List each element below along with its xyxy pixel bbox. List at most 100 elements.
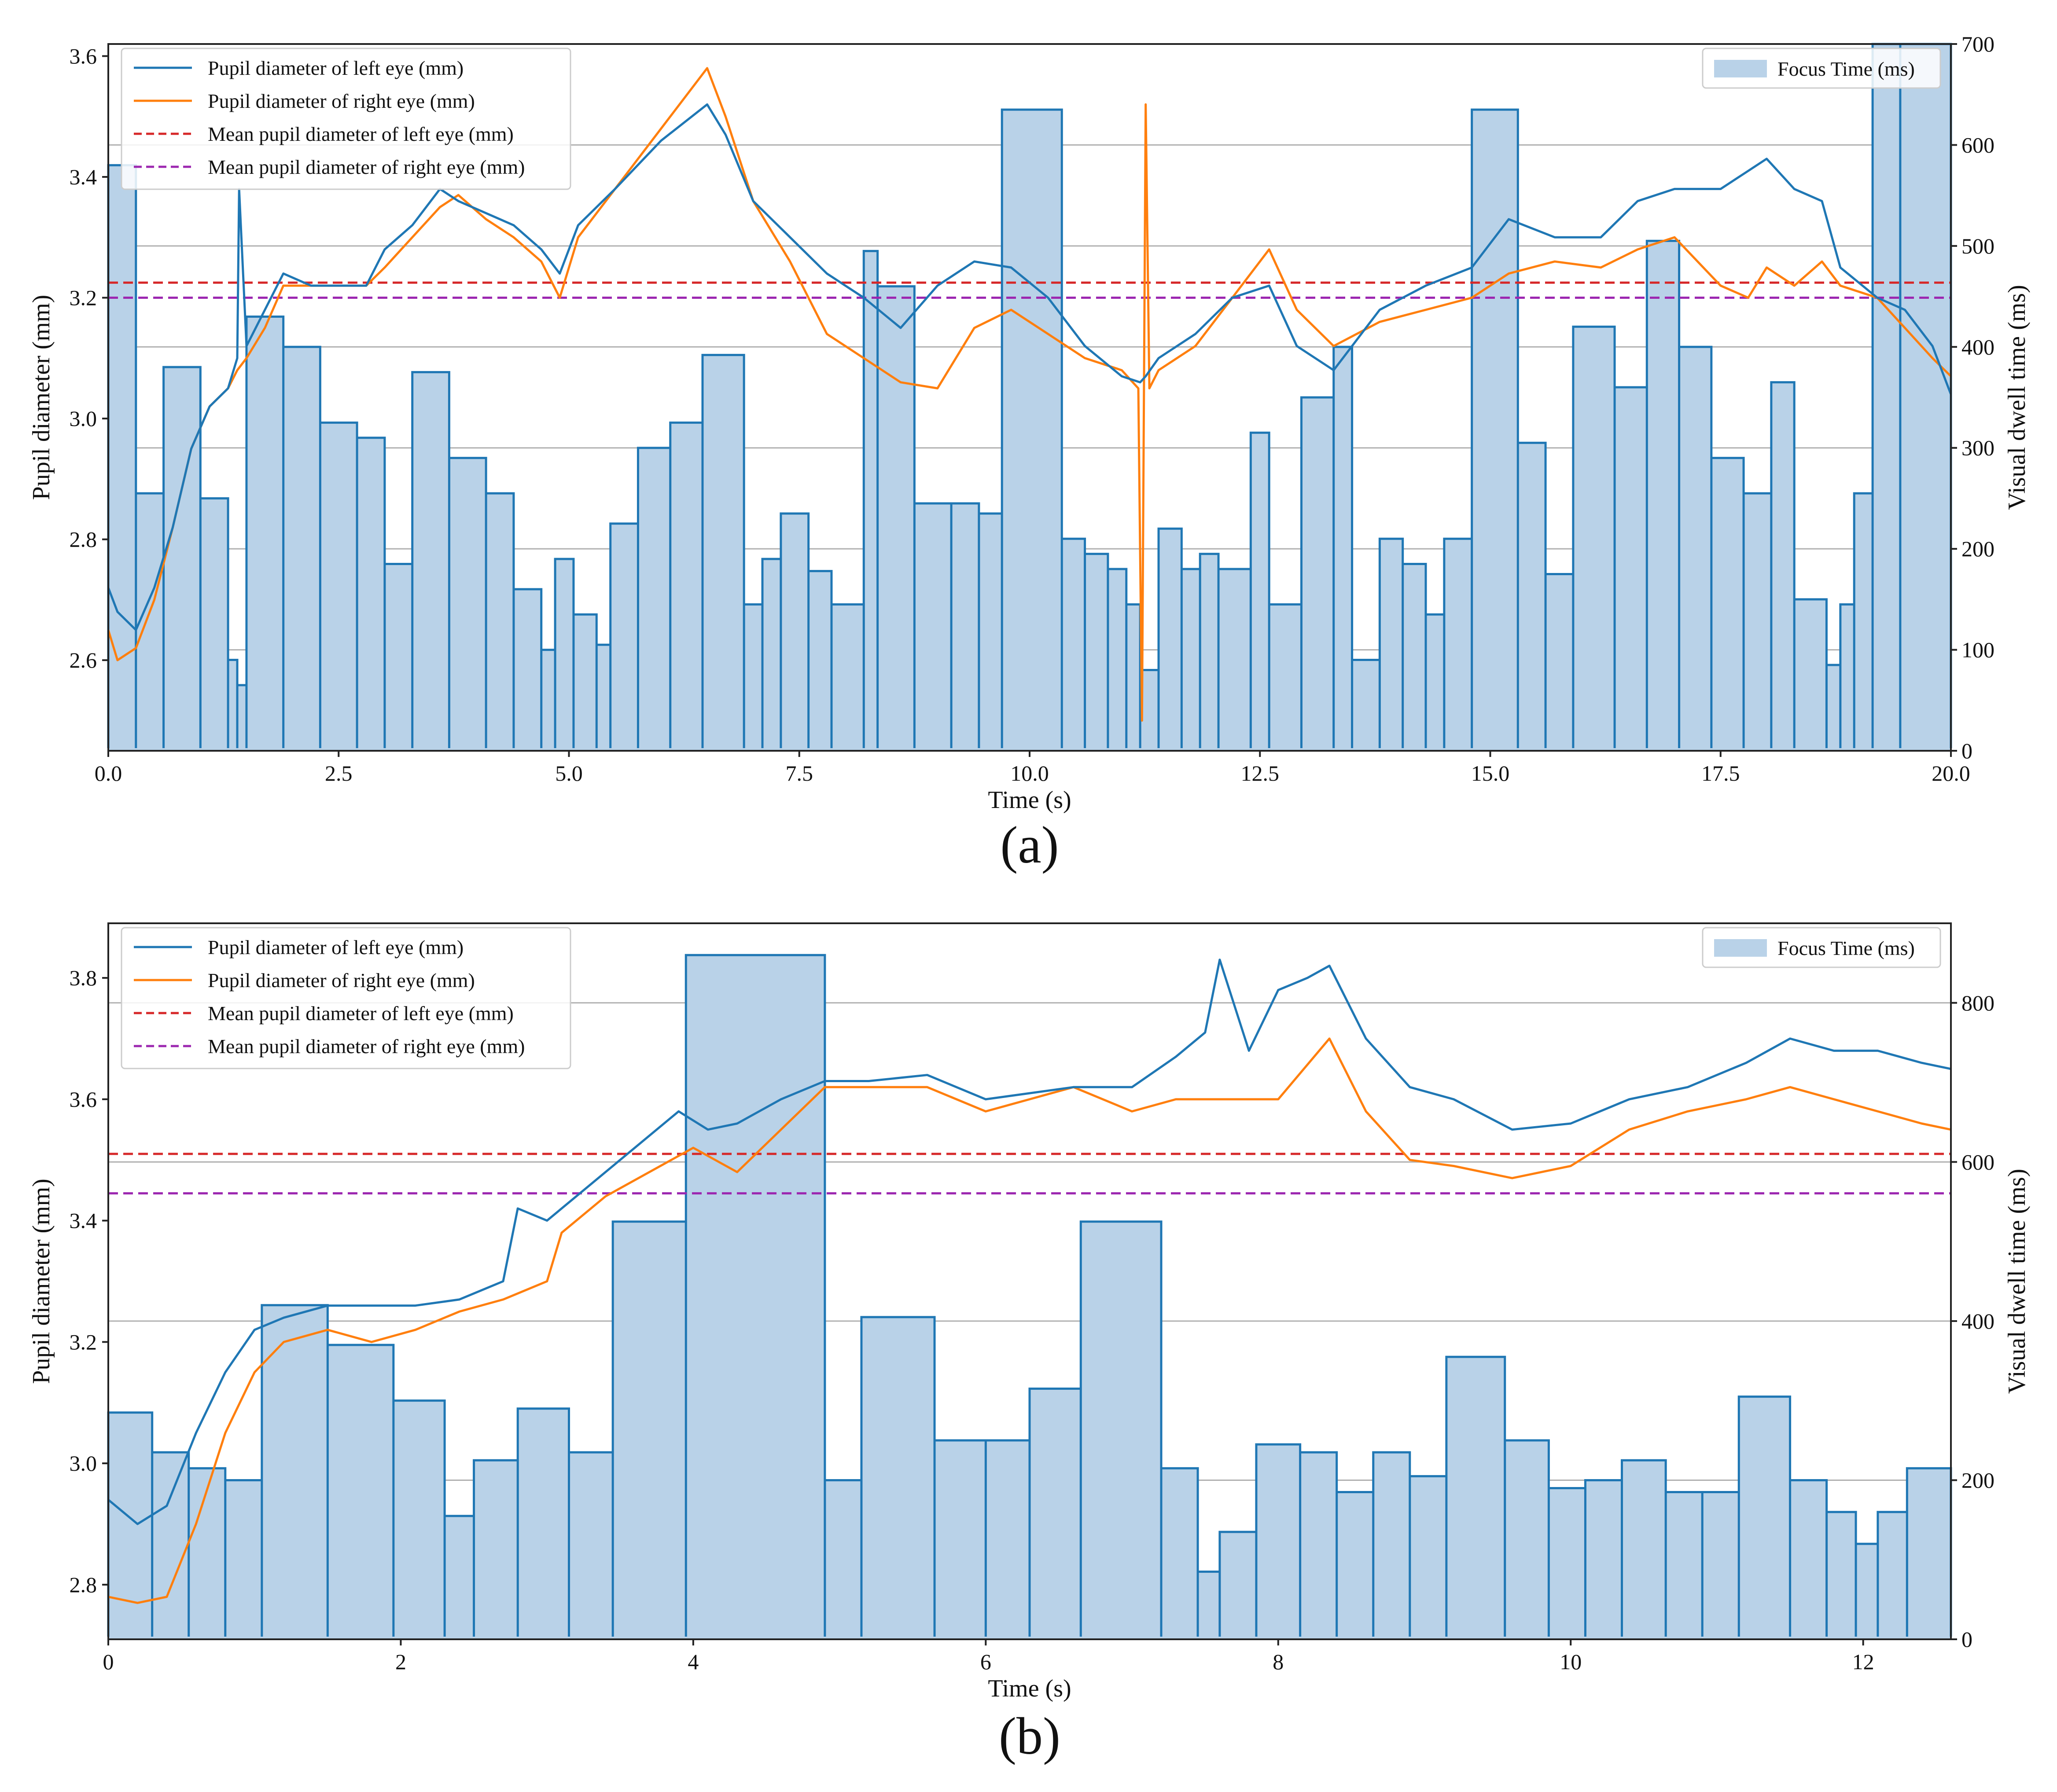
focus-bar	[200, 498, 228, 751]
focus-bar	[1744, 493, 1771, 751]
y-right-tick-label: 200	[1961, 536, 1994, 561]
focus-bar	[1333, 347, 1352, 751]
focus-bar	[449, 458, 486, 751]
legend-entry: Pupil diameter of left eye (mm)	[208, 936, 464, 958]
panel-label: (a)	[1000, 815, 1059, 874]
x-tick-label: 10.0	[1010, 761, 1049, 786]
focus-bar	[486, 493, 514, 751]
focus-bar	[1181, 569, 1200, 751]
legend-entry: Pupil diameter of right eye (mm)	[208, 90, 475, 112]
focus-bar	[384, 564, 412, 751]
y-right-tick-label: 600	[1961, 1149, 1994, 1174]
focus-bar	[163, 367, 201, 751]
x-tick-label: 2.5	[325, 761, 353, 786]
focus-bar	[1251, 433, 1270, 751]
left-eye-line	[107, 103, 1952, 631]
focus-bar	[1085, 554, 1108, 751]
focus-bar	[1622, 1460, 1666, 1639]
focus-bar	[474, 1460, 518, 1639]
focus-bar	[1826, 1512, 1856, 1639]
focus-bar	[1444, 539, 1472, 751]
x-tick-label: 10	[1560, 1649, 1582, 1674]
focus-bar	[228, 660, 238, 751]
focus-bar	[569, 1452, 613, 1639]
y-right-tick-label: 700	[1961, 32, 1994, 56]
focus-legend-label: Focus Time (ms)	[1777, 58, 1915, 80]
x-tick-label: 6	[980, 1649, 991, 1674]
y-right-tick-label: 200	[1961, 1468, 1994, 1492]
y-right-tick-label: 600	[1961, 132, 1994, 157]
focus-bar	[1219, 1531, 1256, 1639]
y-left-axis-label: Pupil diameter (mm)	[28, 1179, 55, 1384]
focus-bar	[613, 1221, 686, 1639]
focus-bar	[610, 523, 638, 751]
focus-bar	[1840, 604, 1855, 751]
legend-entry: Mean pupil diameter of right eye (mm)	[208, 156, 525, 178]
focus-bar	[1505, 1440, 1549, 1639]
focus-bar	[1854, 493, 1873, 751]
x-tick-label: 12.5	[1241, 761, 1280, 786]
focus-bar	[1877, 1512, 1907, 1639]
focus-bar-outline	[107, 954, 1952, 1637]
focus-bar	[320, 422, 357, 751]
y-right-axis-label: Visual dwell time (ms)	[2003, 1169, 2031, 1394]
focus-bar	[1081, 1221, 1161, 1639]
focus-bar	[780, 513, 809, 751]
right-eye-line	[108, 1037, 1951, 1604]
focus-bar	[864, 251, 878, 751]
focus-bar	[1739, 1396, 1790, 1639]
y-left-tick-label: 2.8	[70, 1572, 97, 1597]
focus-bar	[1198, 1572, 1220, 1639]
focus-bar	[412, 372, 449, 751]
focus-bar	[1907, 1468, 1951, 1639]
y-right-tick-label: 100	[1961, 638, 1994, 662]
focus-bar	[393, 1400, 445, 1639]
legend-box	[121, 48, 571, 190]
focus-bar	[686, 955, 825, 1639]
focus-bar	[1585, 1480, 1622, 1639]
focus-bar	[328, 1345, 394, 1639]
legend-entry: Mean pupil diameter of left eye (mm)	[208, 1002, 514, 1025]
x-tick-label: 12	[1852, 1649, 1874, 1674]
y-left-tick-label: 3.0	[70, 406, 97, 431]
panel-a: 0.0 2.5 5.0 7.5 10.0 12.5 15.0 17.5 20.0 2.6 2.8 3.…	[28, 32, 2031, 874]
focus-bar	[1549, 1488, 1586, 1639]
focus-bar	[744, 604, 763, 751]
focus-bar	[1269, 604, 1302, 751]
focus-bar	[762, 559, 781, 751]
y-left-tick-label: 3.8	[70, 966, 97, 990]
focus-bar	[188, 1468, 225, 1639]
y-left-tick-label: 3.0	[70, 1451, 97, 1476]
x-tick-label: 2	[395, 1649, 406, 1674]
focus-bar	[861, 1317, 935, 1639]
focus-bar	[541, 650, 556, 751]
focus-bar	[1062, 539, 1085, 751]
focus-bar	[1711, 458, 1744, 751]
focus-bar	[1002, 110, 1062, 751]
focus-bar	[108, 1412, 152, 1639]
y-right-tick-label: 0	[1961, 738, 1972, 763]
focus-bar	[513, 589, 541, 751]
x-tick-label: 5.0	[555, 761, 583, 786]
focus-bar	[237, 685, 247, 751]
right-eye-line	[107, 67, 1952, 722]
focus-time-bars	[107, 43, 1952, 751]
x-tick-label: 4	[688, 1649, 699, 1674]
focus-bar	[1446, 1357, 1505, 1639]
focus-legend-box	[1702, 927, 1941, 968]
y-right-tick-label: 400	[1961, 1309, 1994, 1333]
y-left-tick-label: 2.6	[70, 648, 97, 672]
focus-bar	[914, 503, 952, 751]
focus-bar	[246, 316, 283, 751]
focus-bar	[1702, 1492, 1739, 1639]
focus-bar	[1679, 347, 1711, 751]
focus-bar	[1573, 327, 1615, 751]
focus-bar	[1900, 44, 1951, 751]
panel-b: 0 2 4 6 8 10 12 2.8 3.0 3.2 3.4 3.6 3.8 0 200 400 600 800…	[28, 922, 2031, 1765]
focus-bar	[832, 604, 864, 751]
focus-bar	[638, 448, 670, 751]
legend-entry: Pupil diameter of right eye (mm)	[208, 969, 475, 991]
focus-bar	[1161, 1468, 1198, 1639]
focus-bar	[1256, 1444, 1300, 1639]
